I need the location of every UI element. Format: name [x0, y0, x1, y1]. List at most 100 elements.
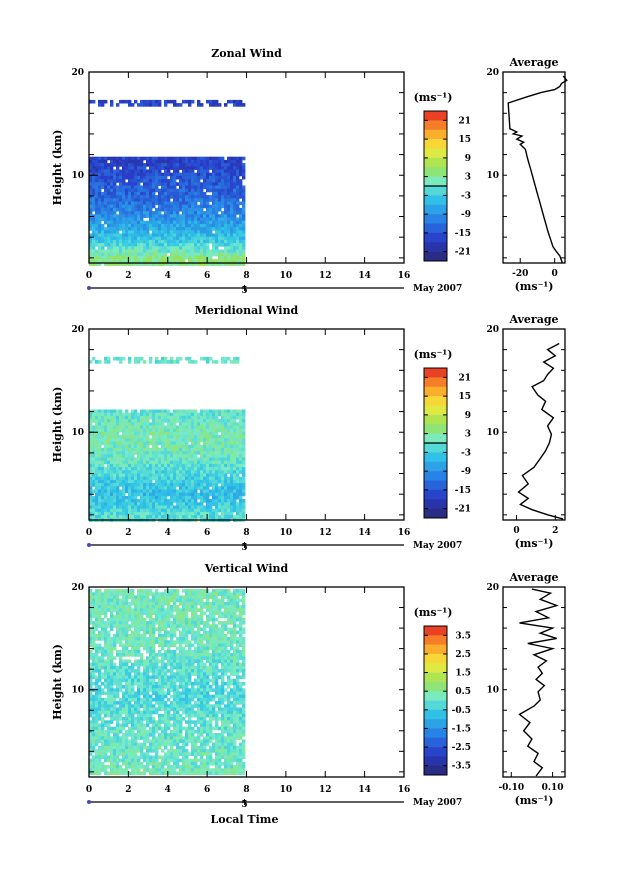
heatmap-cell: [167, 415, 171, 420]
heatmap-cell: [122, 419, 126, 423]
heatmap-cell: [215, 422, 219, 426]
heatmap-cell: [119, 444, 123, 449]
heatmap-cell: [236, 511, 240, 516]
heatmap-cell: [164, 630, 168, 635]
heatmap-cell: [113, 259, 117, 263]
heatmap-cell: [185, 172, 189, 177]
heatmap-cell: [158, 255, 162, 260]
heatmap-cell: [185, 454, 189, 458]
heatmap-cell: [194, 175, 198, 180]
heatmap-cell: [116, 438, 120, 442]
heatmap-cell: [197, 502, 201, 506]
heatmap-cell: [218, 230, 222, 234]
heatmap-cell: [122, 665, 126, 670]
heatmap-cell: [98, 492, 102, 497]
heatmap-cell: [197, 195, 201, 199]
heatmap-cell: [224, 476, 228, 481]
heatmap-cell: [155, 614, 159, 619]
heatmap-cell: [197, 511, 201, 516]
heatmap-cell: [188, 198, 192, 202]
heatmap-cell: [203, 435, 207, 439]
heatmap-cell: [224, 211, 228, 215]
heatmap-cell: [194, 489, 198, 494]
heatmap-cell: [200, 252, 204, 257]
heatmap-cell: [185, 233, 189, 238]
heatmap-cell: [89, 422, 93, 426]
heatmap-cell: [137, 188, 141, 193]
heatmap-cell: [218, 182, 222, 186]
heatmap-cell: [113, 172, 117, 177]
heatmap-cell: [206, 640, 210, 644]
heatmap-cell: [158, 463, 162, 468]
heatmap-cell: [104, 662, 108, 667]
heatmap-cell: [95, 589, 99, 593]
heatmap-cell: [164, 172, 168, 177]
heatmap-cell: [107, 441, 111, 446]
heatmap-cell: [239, 217, 243, 222]
heatmap-cell: [239, 435, 243, 439]
heatmap-cell: [137, 227, 141, 231]
heatmap-cell: [137, 175, 141, 180]
heatmap-cell: [152, 483, 156, 487]
heatmap-cell: [200, 499, 204, 503]
heatmap-cell: [155, 589, 159, 593]
heatmap-cell: [185, 435, 189, 439]
heatmap-cell: [212, 454, 216, 458]
heatmap-cell: [116, 163, 120, 167]
heatmap-cell: [161, 508, 165, 513]
heatmap-cell: [152, 617, 156, 622]
heatmap-cell: [215, 233, 219, 238]
heatmap-cell: [155, 653, 159, 657]
heatmap-cell: [137, 617, 141, 622]
heatmap-cell: [140, 415, 144, 420]
heatmap-cell: [119, 454, 123, 458]
heatmap-cell: [167, 662, 171, 667]
heatmap-cell: [209, 595, 213, 600]
heatmap-cell: [155, 438, 159, 442]
date-tick-label: 5: [241, 543, 247, 553]
heatmap-cell: [233, 214, 237, 218]
heatmap-cell: [164, 188, 168, 193]
heatmap-cell: [206, 508, 210, 513]
heatmap-cell: [173, 476, 177, 481]
heatmap-cell: [95, 211, 99, 215]
heatmap-cell: [230, 592, 234, 596]
heatmap-cell: [101, 502, 105, 506]
heatmap-cell: [146, 214, 150, 218]
heatmap-cell: [122, 624, 126, 628]
heatmap-cell: [209, 457, 213, 462]
heatmap-cell: [116, 409, 120, 414]
heatmap-cell: [200, 356, 204, 361]
heatmap-cell: [161, 172, 165, 177]
heatmap-cell: [122, 428, 126, 433]
heatmap-cell: [197, 185, 201, 190]
heatmap-cell: [170, 435, 174, 439]
heatmap-cell: [137, 627, 141, 632]
heatmap-cell: [134, 185, 138, 190]
heatmap-cell: [122, 451, 126, 455]
heatmap-cell: [191, 425, 195, 430]
heatmap-cell: [158, 252, 162, 257]
heatmap-cell: [200, 220, 204, 225]
heatmap-cell: [167, 444, 171, 449]
heatmap-cell: [143, 467, 147, 471]
heatmap-cell: [128, 159, 132, 164]
heatmap-cell: [170, 589, 174, 593]
heatmap-cell: [182, 262, 186, 266]
heatmap-cell: [122, 495, 126, 500]
heatmap-cell: [149, 659, 153, 664]
heatmap-cell: [101, 454, 105, 458]
heatmap-cell: [179, 665, 183, 670]
heatmap-cell: [239, 166, 243, 170]
heatmap-cell: [233, 605, 237, 609]
heatmap-cell: [203, 227, 207, 231]
colorbar-segment: [424, 368, 447, 378]
heatmap-cell: [215, 489, 219, 494]
heatmap-cell: [194, 598, 198, 603]
heatmap-cell: [89, 415, 93, 420]
heatmap-cell: [107, 624, 111, 628]
heatmap-cell: [95, 239, 99, 244]
heatmap-cell: [149, 214, 153, 218]
heatmap-cell: [182, 617, 186, 622]
heatmap-cell: [89, 495, 93, 500]
